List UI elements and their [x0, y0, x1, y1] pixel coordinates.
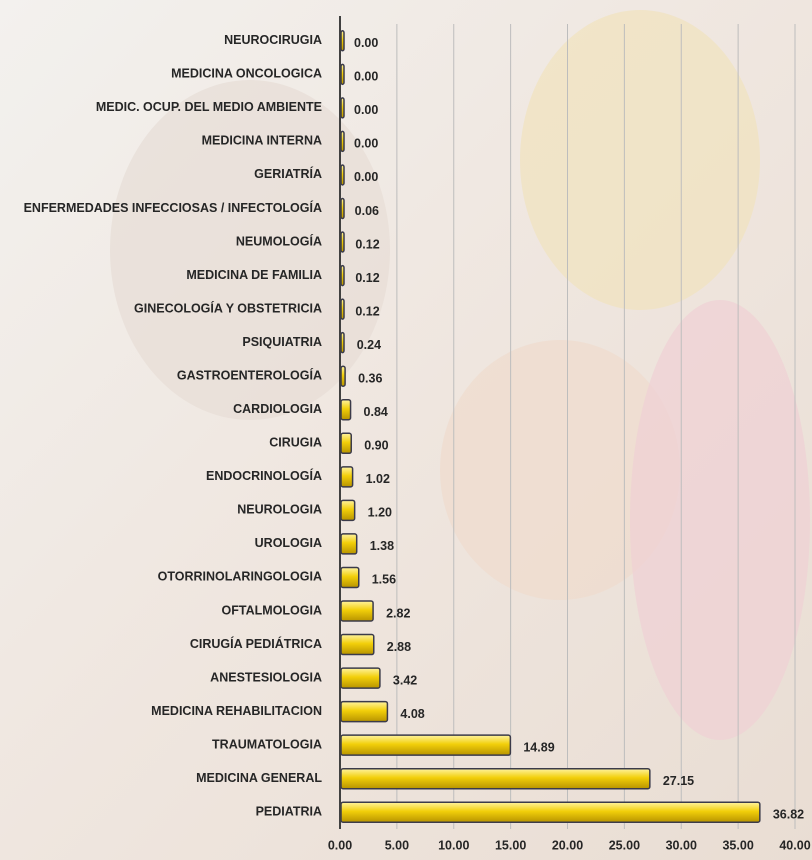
value-label: 1.56	[372, 573, 396, 587]
value-label: 0.00	[354, 137, 378, 151]
y-tick-label: MEDICINA GENERAL	[196, 771, 322, 785]
y-tick-label: ANESTESIOLOGIA	[210, 670, 322, 684]
value-label: 0.00	[354, 103, 378, 117]
photo-shape	[520, 10, 760, 310]
x-tick-label: 5.00	[385, 838, 409, 852]
bar	[341, 735, 510, 755]
y-tick-label: ENDOCRINOLOGÍA	[206, 468, 322, 483]
x-tick-label: 10.00	[438, 838, 469, 852]
bar	[341, 702, 387, 722]
y-tick-label: OTORRINOLARINGOLOGIA	[158, 570, 322, 584]
value-label: 0.12	[355, 304, 379, 318]
value-label: 0.12	[355, 271, 379, 285]
y-tick-label: TRAUMATOLOGIA	[212, 737, 322, 751]
y-tick-label: NEUROLOGIA	[237, 503, 322, 517]
bar	[341, 98, 344, 118]
bar	[341, 266, 344, 286]
value-label: 0.00	[354, 70, 378, 84]
y-tick-label: PSIQUIATRIA	[242, 335, 322, 349]
bar	[341, 31, 344, 51]
bar	[341, 64, 344, 84]
bar	[341, 802, 760, 822]
y-tick-label: CARDIOLOGIA	[233, 402, 322, 416]
value-label: 1.38	[370, 539, 394, 553]
photo-shape	[630, 300, 810, 740]
value-label: 4.08	[400, 707, 424, 721]
value-label: 0.24	[357, 338, 381, 352]
x-tick-label: 40.00	[779, 838, 810, 852]
y-tick-label: OFTALMOLOGIA	[222, 603, 322, 617]
value-label: 1.20	[368, 506, 392, 520]
value-label: 3.42	[393, 673, 417, 687]
value-label: 0.90	[364, 439, 388, 453]
bar	[341, 198, 344, 218]
bar	[341, 567, 359, 587]
bar	[341, 769, 650, 789]
bar	[341, 400, 351, 420]
y-tick-label: MEDICINA ONCOLOGICA	[171, 67, 322, 81]
bar	[341, 635, 374, 655]
value-label: 0.36	[358, 371, 382, 385]
y-tick-label: GINECOLOGÍA Y OBSTETRICIA	[134, 300, 322, 315]
bar	[341, 668, 380, 688]
y-tick-label: PEDIATRIA	[256, 805, 322, 819]
bar	[341, 333, 344, 353]
x-tick-label: 25.00	[609, 838, 640, 852]
bar	[341, 131, 344, 151]
x-tick-label: 15.00	[495, 838, 526, 852]
value-label: 0.84	[364, 405, 388, 419]
value-label: 36.82	[773, 808, 804, 822]
value-label: 0.12	[355, 237, 379, 251]
bar	[341, 534, 357, 554]
y-tick-label: UROLOGIA	[255, 536, 322, 550]
x-tick-label: 30.00	[666, 838, 697, 852]
y-tick-label: MEDIC. OCUP. DEL MEDIO AMBIENTE	[96, 100, 322, 114]
bar	[341, 467, 353, 487]
y-tick-label: ENFERMEDADES INFECCIOSAS / INFECTOLOGÍA	[24, 200, 322, 215]
value-label: 27.15	[663, 774, 694, 788]
y-tick-label: MEDICINA REHABILITACION	[151, 704, 322, 718]
bar	[341, 601, 373, 621]
bar	[341, 165, 344, 185]
value-label: 2.88	[387, 640, 411, 654]
value-label: 0.00	[354, 36, 378, 50]
value-label: 1.02	[366, 472, 390, 486]
y-tick-label: GERIATRÍA	[254, 166, 322, 181]
y-tick-label: MEDICINA DE FAMILIA	[186, 268, 322, 282]
value-label: 0.06	[355, 204, 379, 218]
y-tick-label: CIRUGÍA PEDIÁTRICA	[190, 636, 322, 651]
value-label: 14.89	[523, 740, 554, 754]
chart: 0.00 5.00 10.00 15.00 20.00 25.00 30.00 35.00 40…	[0, 0, 812, 860]
y-tick-label: NEUMOLOGÍA	[236, 233, 322, 248]
y-tick-label: MEDICINA INTERNA	[202, 134, 322, 148]
bar	[341, 232, 344, 252]
y-tick-label: NEUROCIRUGIA	[224, 33, 322, 47]
value-label: 0.00	[354, 170, 378, 184]
y-tick-label: CIRUGIA	[269, 436, 322, 450]
x-tick-label: 0.00	[328, 838, 352, 852]
bar	[341, 500, 355, 520]
y-tick-label: GASTROENTEROLOGÍA	[177, 367, 322, 382]
bar	[341, 299, 344, 319]
bar	[341, 366, 345, 386]
x-tick-label: 35.00	[722, 838, 753, 852]
bar	[341, 433, 351, 453]
x-tick-label: 20.00	[552, 838, 583, 852]
value-label: 2.82	[386, 606, 410, 620]
